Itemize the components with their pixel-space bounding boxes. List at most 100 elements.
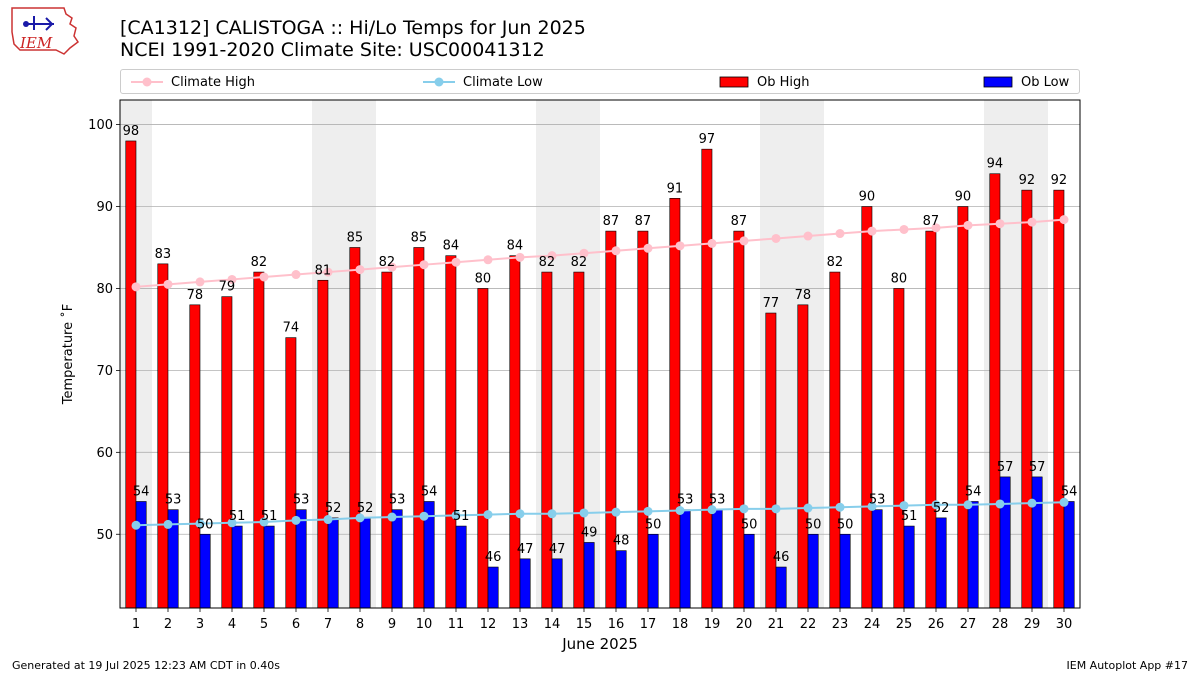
climate-high-point-9 (387, 262, 397, 272)
ob-low-label-12: 46 (485, 550, 502, 565)
ob-high-label-13: 84 (507, 239, 524, 254)
climate-high-point-6 (291, 270, 301, 280)
x-tick-label-11: 11 (448, 617, 465, 632)
ob-high-label-16: 87 (603, 214, 620, 229)
ob-low-bar-20 (743, 533, 755, 609)
climate-high-point-16 (611, 246, 621, 256)
ob-low-label-21: 46 (773, 550, 790, 565)
ob-high-bar-28 (989, 173, 1001, 609)
ob-low-label-23: 50 (837, 517, 854, 532)
climate-low-point-9 (387, 512, 397, 522)
climate-high-point-28 (995, 219, 1005, 229)
climate-low-point-1 (131, 520, 141, 530)
ob-low-label-14: 47 (549, 542, 566, 557)
ob-low-bar-7 (327, 517, 339, 609)
ob-low-label-28: 57 (997, 460, 1014, 475)
ob-low-label-7: 52 (325, 501, 342, 516)
legend: Climate High Climate Low Ob High Ob Low (120, 69, 1080, 94)
y-tick-label-70: 70 (96, 364, 113, 379)
ob-high-label-6: 74 (283, 321, 300, 336)
ob-low-bar-11 (455, 525, 467, 609)
climate-low-point-27 (963, 500, 973, 510)
ob-high-label-17: 87 (635, 214, 652, 229)
legend-label-climate-high: Climate High (171, 74, 256, 90)
climate-low-point-25 (899, 501, 909, 511)
climate-high-line (135, 218, 1065, 288)
climate-high-point-29 (1027, 217, 1037, 227)
x-tick-label-13: 13 (512, 617, 529, 632)
ob-high-label-19: 97 (699, 132, 716, 147)
ob-high-label-23: 82 (827, 255, 844, 270)
ob-high-label-26: 87 (923, 214, 940, 229)
ob-high-bar-8 (349, 247, 361, 609)
climate-low-point-3 (195, 519, 205, 529)
ob-low-label-1: 54 (133, 484, 150, 499)
x-tick-label-26: 26 (928, 617, 945, 632)
climate-high-point-1 (131, 282, 141, 292)
climate-high-point-13 (515, 252, 525, 262)
climate-high-point-27 (963, 220, 973, 230)
ob-low-bar-30 (1063, 501, 1075, 609)
x-tick-label-24: 24 (864, 617, 881, 632)
y-tick-label-50: 50 (96, 528, 113, 543)
ob-high-label-27: 90 (955, 190, 972, 205)
ob-low-bar-17 (647, 533, 659, 609)
x-tick-label-3: 3 (196, 617, 204, 632)
ob-low-bar-26 (935, 517, 947, 609)
climate-low-point-28 (995, 499, 1005, 509)
legend-item-climate-high: Climate High (131, 73, 255, 91)
x-tick-label-28: 28 (992, 617, 1009, 632)
climate-high-point-11 (451, 257, 461, 267)
climate-high-point-15 (579, 248, 589, 258)
ob-low-label-5: 51 (261, 509, 278, 524)
climate-low-point-7 (323, 515, 333, 525)
ob-high-label-12: 80 (475, 271, 492, 286)
plot-frame (119, 99, 1081, 609)
ob-high-label-24: 90 (859, 190, 876, 205)
ob-low-label-24: 53 (869, 493, 886, 508)
ob-low-bar-19 (711, 509, 723, 609)
ob-high-bar-25 (893, 288, 905, 609)
ob-high-label-3: 78 (187, 288, 204, 303)
ob-high-bar-3 (189, 304, 201, 609)
x-tick-label-23: 23 (832, 617, 849, 632)
ob-low-label-9: 53 (389, 493, 406, 508)
climate-low-line (135, 501, 1065, 527)
climate-low-point-13 (515, 509, 525, 519)
x-tick-label-20: 20 (736, 617, 753, 632)
ob-high-bar-22 (797, 304, 809, 609)
climate-low-point-26 (931, 500, 941, 510)
legend-label-climate-low: Climate Low (463, 74, 543, 90)
x-tick-label-29: 29 (1024, 617, 1041, 632)
ob-low-bar-16 (615, 550, 627, 609)
climate-low-point-8 (355, 513, 365, 523)
ob-low-label-26: 52 (933, 501, 950, 516)
ob-low-bar-15 (583, 542, 595, 609)
climate-low-point-19 (707, 505, 717, 515)
ob-low-label-25: 51 (901, 509, 918, 524)
ob-high-bar-19 (701, 148, 713, 609)
ob-high-bar-24 (861, 206, 873, 609)
ob-high-label-9: 82 (379, 255, 396, 270)
ob-high-label-21: 77 (763, 296, 780, 311)
climate-high-point-18 (675, 241, 685, 251)
y-axis-label: Temperature ˚F (60, 304, 76, 405)
legend-item-climate-low: Climate Low (423, 73, 543, 91)
ob-high-bar-9 (381, 271, 393, 609)
climate-low-point-24 (867, 501, 877, 511)
x-tick-label-9: 9 (388, 617, 396, 632)
x-tick-label-18: 18 (672, 617, 689, 632)
ob-high-bar-10 (413, 247, 425, 609)
climate-high-point-2 (163, 279, 173, 289)
x-tick-label-12: 12 (480, 617, 497, 632)
legend-item-ob-high: Ob High (719, 73, 810, 91)
ob-high-bar-1 (125, 140, 137, 609)
climate-low-point-14 (547, 509, 557, 519)
ob-high-bar-6 (285, 337, 297, 609)
ob-low-bar-3 (199, 533, 211, 609)
climate-high-point-10 (419, 260, 429, 270)
climate-high-line-icon (131, 77, 163, 87)
x-tick-label-27: 27 (960, 617, 977, 632)
chart-title: [CA1312] CALISTOGA :: Hi/Lo Temps for Ju… (120, 17, 586, 39)
